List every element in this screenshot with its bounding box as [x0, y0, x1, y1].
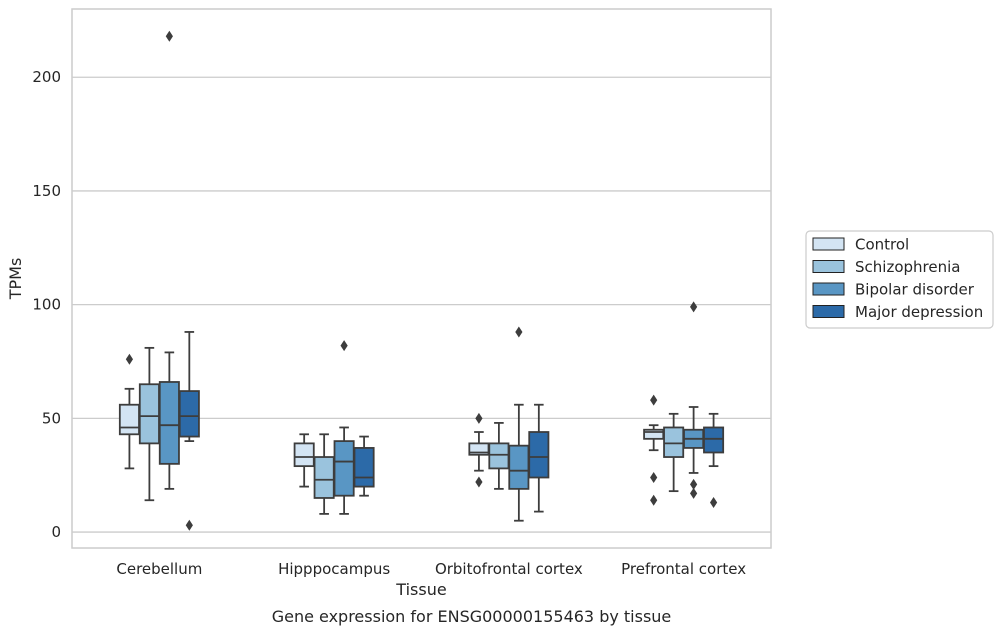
- y-tick-label-100: 100: [32, 296, 61, 314]
- outlier-0: [340, 340, 348, 352]
- box-2-1: [333, 340, 355, 515]
- box-1-3: [663, 412, 685, 493]
- y-tick-label-0: 0: [51, 523, 61, 541]
- box-body: [333, 440, 355, 497]
- box-series: [118, 30, 725, 531]
- y-tick-label-150: 150: [32, 182, 61, 200]
- box-0-1: [293, 433, 315, 488]
- x-axis-ticks: Cerebellum Hipppocampus Orbitofrontal cort…: [116, 560, 746, 578]
- outlier-0: [125, 353, 134, 365]
- plot-area-frame: [71, 8, 772, 549]
- legend-label-2: Bipolar disorder: [855, 281, 975, 299]
- outlier-0: [650, 394, 658, 406]
- box-body: [313, 456, 335, 499]
- box-0-3: [643, 394, 665, 506]
- y-tick-label-50: 50: [42, 409, 61, 427]
- outlier-0: [185, 519, 193, 531]
- y-axis-label: TPMs: [6, 258, 25, 301]
- legend-swatch-2: [812, 282, 845, 296]
- legend-swatch-1: [812, 260, 845, 273]
- legend-swatch-3: [812, 305, 845, 318]
- series-0: [118, 353, 665, 506]
- series-1: [138, 346, 685, 515]
- box-body: [118, 403, 140, 436]
- box-body: [663, 426, 685, 458]
- box-body: [528, 431, 550, 479]
- box-2-3: [683, 301, 705, 499]
- box-3-1: [353, 435, 375, 497]
- box-body: [178, 390, 200, 438]
- series-3: [178, 331, 725, 531]
- outlier-2: [690, 487, 698, 499]
- box-2-0: [158, 30, 180, 490]
- box-body: [138, 383, 160, 445]
- x-tick-label-1: Hipppocampus: [278, 560, 390, 578]
- y-tick-label-200: 200: [32, 68, 61, 86]
- outlier-1: [475, 476, 483, 488]
- box-3-0: [178, 331, 200, 531]
- box-3-2: [528, 403, 550, 513]
- box-3-3: [703, 412, 725, 509]
- series-2: [158, 30, 705, 522]
- outlier-1: [650, 471, 658, 483]
- outlier-0: [690, 301, 698, 313]
- box-body: [293, 442, 315, 468]
- legend-label-0: Control: [855, 236, 909, 254]
- legend-label-1: Schizophrenia: [855, 258, 960, 276]
- chart-caption: Gene expression for ENSG00000155463 by t…: [272, 607, 672, 626]
- box-body: [643, 428, 665, 440]
- box-1-1: [313, 433, 335, 515]
- outlier-0: [165, 30, 173, 42]
- x-tick-label-3: Prefrontal cortex: [621, 560, 746, 578]
- legend-swatch-0: [812, 237, 845, 251]
- x-axis-label: Tissue: [395, 580, 446, 599]
- box-body: [488, 442, 510, 470]
- outlier-1: [690, 478, 698, 490]
- box-2-2: [508, 326, 530, 522]
- y-axis-ticks: 0 50 100 150 200: [32, 68, 61, 541]
- box-body: [508, 444, 530, 490]
- x-tick-label-2: Orbitofrontal cortex: [435, 560, 583, 578]
- box-0-2: [468, 412, 490, 488]
- outlier-2: [650, 494, 658, 506]
- outlier-0: [709, 497, 718, 509]
- box-body: [353, 447, 375, 488]
- box-body: [703, 426, 725, 454]
- legend-frame: [805, 230, 994, 329]
- legend: Control Schizophrenia Bipolar disorder Majo…: [805, 230, 994, 329]
- legend-label-3: Major depression: [855, 303, 983, 321]
- outlier-0: [475, 412, 483, 424]
- box-body: [158, 381, 180, 465]
- x-tick-label-0: Cerebellum: [116, 560, 202, 578]
- box-0-0: [118, 353, 140, 470]
- outlier-0: [515, 326, 523, 338]
